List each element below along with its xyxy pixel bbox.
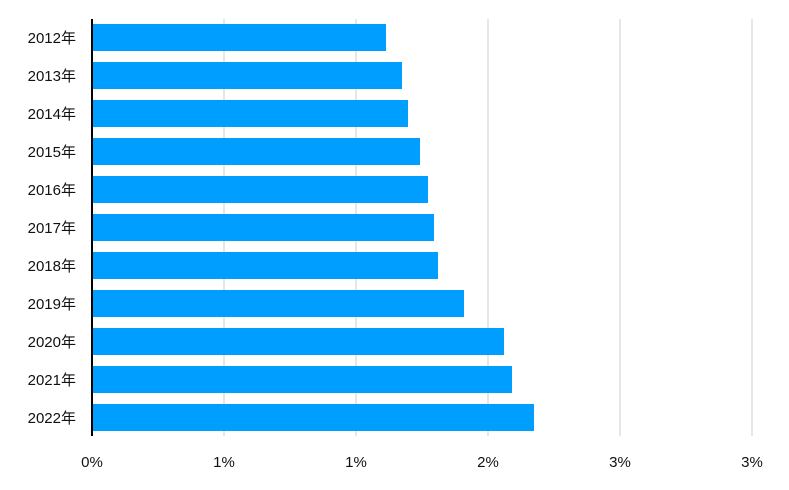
x-tick-label: 2% [477,454,499,471]
bar [92,366,512,393]
y-tick-label: 2018年 [28,258,76,275]
x-tick-label: 1% [345,454,367,471]
y-tick-label: 2016年 [28,182,76,199]
bar [92,214,434,241]
tick-labels: 0% 1% 1% 2% 3% 3% 2012年 2013年 2014年 2015年 2016年 201… [28,30,763,471]
bar [92,328,504,355]
x-tick-label: 3% [741,454,763,471]
y-tick-label: 2019年 [28,296,76,313]
y-tick-label: 2017年 [28,220,76,237]
y-tick-label: 2014年 [28,106,76,123]
bar [92,138,420,165]
x-tick-label: 3% [609,454,631,471]
bar [92,252,438,279]
y-tick-label: 2013年 [28,68,76,85]
x-tick-label: 1% [213,454,235,471]
bars [92,24,534,431]
y-tick-label: 2021年 [28,372,76,389]
x-tick-label: 0% [81,454,103,471]
bar [92,404,534,431]
bar [92,100,408,127]
y-tick-label: 2020年 [28,334,76,351]
bar [92,176,428,203]
bar [92,62,402,89]
y-tick-label: 2022年 [28,410,76,427]
y-tick-label: 2015年 [28,144,76,161]
bar [92,290,464,317]
bar [92,24,386,51]
y-tick-label: 2012年 [28,30,76,47]
